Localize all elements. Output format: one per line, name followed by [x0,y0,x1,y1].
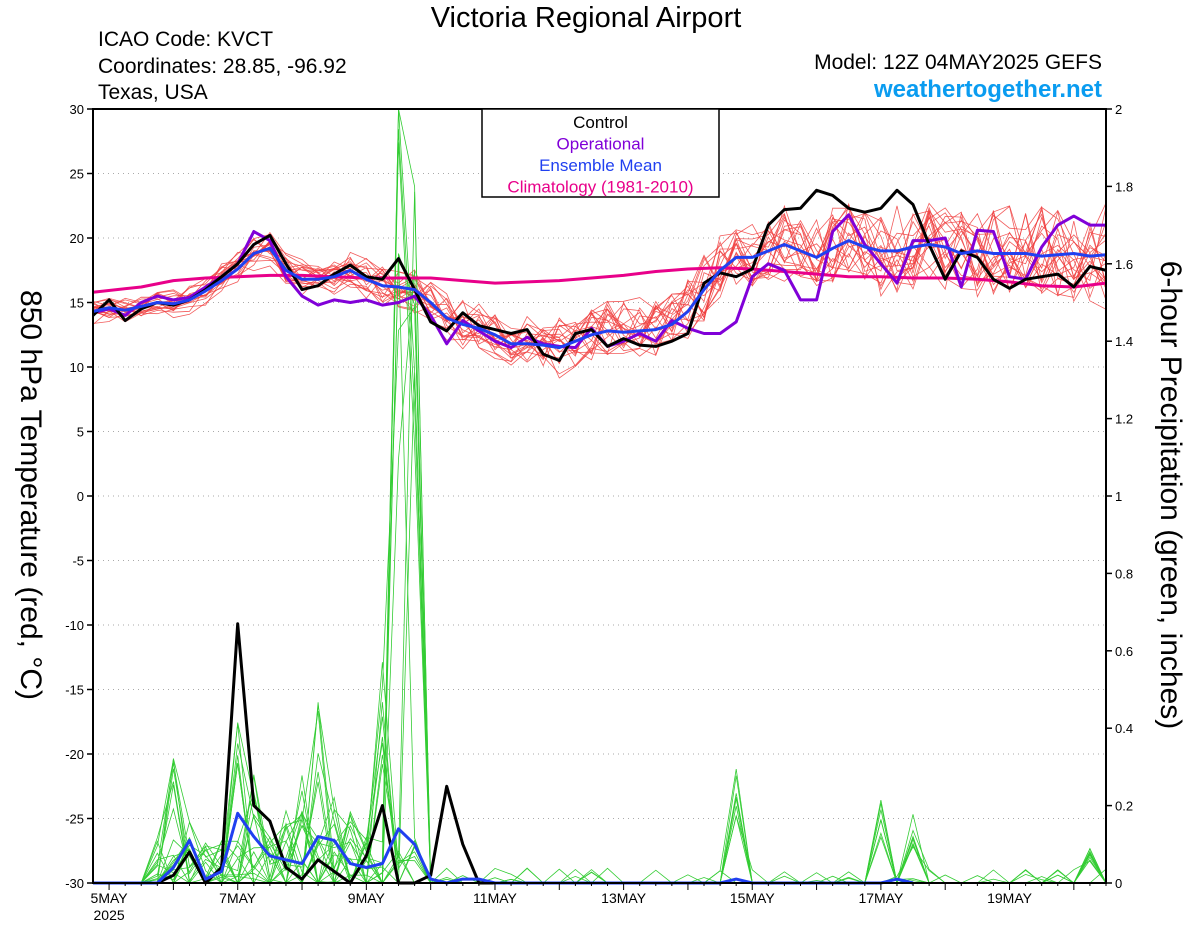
plot-frame [92,108,1107,884]
series-lines [91,188,1107,885]
site-link[interactable]: weathertogether.net [873,76,1102,103]
series-control-temp [91,188,1107,362]
ensemble-member-temp [92,204,1107,355]
y-left-tick-label: -15 [65,683,84,698]
y-left-tick-label: 0 [77,489,84,504]
ensemble-member-precip [109,270,1107,884]
ensemble-member-precip [109,702,1106,885]
x-tick-year: 2025 [94,907,125,923]
ensemble-member-precip [109,762,1107,885]
ensemble-member-temp [92,220,1107,362]
ensemble-member-precip [109,702,1107,884]
legend: Control Operational Ensemble Mean Climatolo… [481,108,720,198]
y-right-tick-label: 0.4 [1115,721,1133,736]
icao-code: ICAO Code: KVCT [98,28,274,51]
y-right-tick-label: 1.4 [1115,334,1133,349]
y-right-tick-label: 0.2 [1115,799,1133,814]
ensemble-member-precip [109,254,1107,885]
y-left-tick-label: 10 [70,360,84,375]
x-tick-label: 9MAY [348,890,386,906]
y-right-tick-label: 0.6 [1115,644,1133,659]
ensemble-member-precip [109,771,1106,884]
ensemble-member-precip [109,704,1107,884]
ensemble-member-temp [92,219,1107,367]
y-right-tick-label: 1 [1115,489,1122,504]
y-left-tick-label: -10 [65,618,84,633]
series-climatology-1981-2010--temp [92,266,1107,294]
legend-item: Ensemble Mean [539,156,662,175]
x-tick-label: 17MAY [858,890,904,906]
y-right-tick-label: 2 [1115,102,1122,117]
coordinates: Coordinates: 28.85, -96.92 [98,55,347,78]
y-left-tick-label: 25 [70,167,84,182]
x-tick-label: 13MAY [601,890,647,906]
x-tick-label: 5MAY [91,890,129,906]
x-tick-label: 7MAY [219,890,257,906]
ensemble-member-temp [92,212,1107,366]
y-left-tick-label: 20 [70,231,84,246]
y-left-tick-label: -20 [65,747,84,762]
y-left-tick-label: -25 [65,812,84,827]
axes: 302520151050-5-10-15-20-25-3021.81.61.41… [65,102,1133,923]
ensemble-member-precip [109,191,1106,885]
legend-box [481,108,720,198]
y-right-tick-label: 1.2 [1115,412,1133,427]
ensemble-member-precip [109,305,1107,884]
y-right-tick-label: 0.8 [1115,566,1133,581]
x-tick-label: 11MAY [473,890,517,906]
ensemble-member-precip [109,662,1107,884]
ensemble-member-precip [109,253,1106,885]
ensemble-member-temp [92,212,1107,367]
y-left-tick-label: 5 [77,425,84,440]
y-right-tick-label: 1.6 [1115,257,1133,272]
y-right-tick-label: 0 [1115,876,1122,891]
chart-title: Victoria Regional Airport [430,2,742,34]
y-left-tick-label: 30 [70,102,84,117]
series-ensemble-mean-temp [92,239,1107,350]
ensemble-member-temp [92,210,1107,365]
model-run: Model: 12Z 04MAY2025 GEFS [814,51,1102,74]
y-right-tick-label: 1.8 [1115,179,1133,194]
ensemble-member-temp [92,218,1107,375]
legend-item: Climatology (1981-2010) [507,178,693,197]
y-left-tick-label: -30 [65,876,84,891]
ensemble-members [92,108,1107,885]
x-tick-label: 15MAY [730,890,776,906]
region: Texas, USA [98,81,208,104]
y-left-tick-label: -5 [72,554,84,569]
legend-item: Operational [557,135,645,154]
x-tick-label: 19MAY [987,890,1033,906]
legend-item: Control [573,113,628,132]
y-left-tick-label: 15 [70,296,84,311]
